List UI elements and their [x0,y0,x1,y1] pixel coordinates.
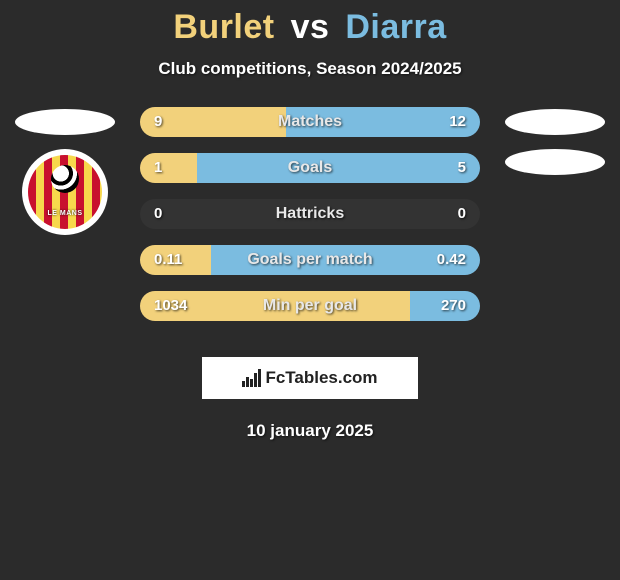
stat-label: Goals [140,153,480,183]
brand-text: FcTables.com [265,368,377,388]
stat-left-value: 1034 [154,291,187,321]
player1-name: Burlet [173,8,274,46]
subtitle: Club competitions, Season 2024/2025 [0,59,620,79]
stat-left-value: 9 [154,107,162,137]
soccer-ball-icon [51,165,79,193]
date-text: 10 january 2025 [0,421,620,441]
stat-right-value: 0.42 [437,245,466,275]
main-layout: LE MANS 9 Matches 12 1 Goals 5 [0,107,620,337]
stat-label: Min per goal [140,291,480,321]
stat-right-value: 270 [441,291,466,321]
stat-row-goals: 1 Goals 5 [140,153,480,183]
title: Burlet vs Diarra [0,8,620,47]
stat-left-value: 1 [154,153,162,183]
player2-club-placeholder [505,149,605,175]
club-name: LE MANS [48,210,83,217]
stats-bars: 9 Matches 12 1 Goals 5 0 Hattricks 0 [140,107,480,337]
stat-label: Hattricks [140,199,480,229]
stat-left-value: 0.11 [154,245,182,275]
player1-club-badge: LE MANS [22,149,108,235]
player1-photo-placeholder [15,109,115,135]
vs-text: vs [291,8,330,46]
stat-label: Goals per match [140,245,480,275]
stat-row-mpg: 1034 Min per goal 270 [140,291,480,321]
stat-label: Matches [140,107,480,137]
stat-row-gpm: 0.11 Goals per match 0.42 [140,245,480,275]
player2-name: Diarra [345,8,446,46]
stat-row-matches: 9 Matches 12 [140,107,480,137]
stat-right-value: 0 [458,199,466,229]
stat-left-value: 0 [154,199,162,229]
player2-photo-placeholder [505,109,605,135]
brand-badge: FcTables.com [202,357,418,399]
right-side [500,107,610,337]
comparison-widget: Burlet vs Diarra Club competitions, Seas… [0,0,620,441]
stat-row-hattricks: 0 Hattricks 0 [140,199,480,229]
stat-right-value: 5 [458,153,466,183]
bar-chart-icon [242,369,262,387]
stat-right-value: 12 [449,107,466,137]
left-side: LE MANS [10,107,120,337]
